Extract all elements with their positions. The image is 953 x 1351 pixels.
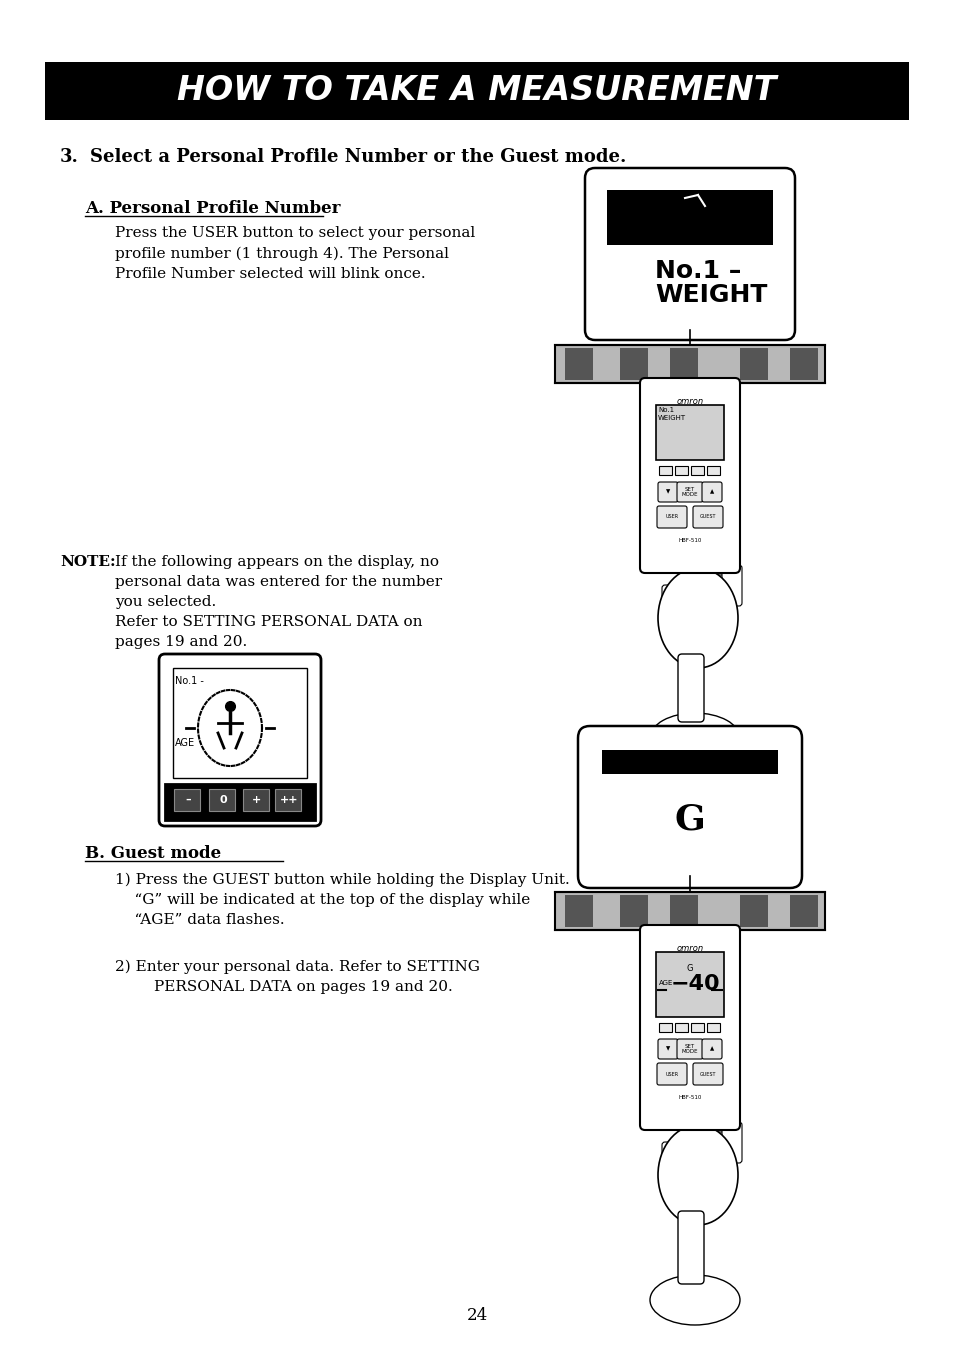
Text: ▲: ▲ — [709, 489, 714, 494]
Bar — [659, 1023, 671, 1032]
FancyBboxPatch shape — [657, 1063, 686, 1085]
Text: If the following appears on the display, no
personal data was entered for the nu: If the following appears on the display,… — [115, 555, 441, 650]
FancyBboxPatch shape — [701, 482, 721, 503]
FancyBboxPatch shape — [706, 576, 726, 631]
Text: ▲: ▲ — [709, 1047, 714, 1051]
Text: –: – — [185, 794, 191, 805]
Text: AGE: AGE — [659, 979, 673, 986]
FancyBboxPatch shape — [701, 1039, 721, 1059]
Text: AGE: AGE — [174, 738, 195, 748]
Text: SET
MODE: SET MODE — [681, 486, 698, 497]
FancyBboxPatch shape — [692, 1063, 722, 1085]
FancyBboxPatch shape — [692, 507, 722, 528]
Text: 3.: 3. — [60, 149, 79, 166]
Text: A. Personal Profile Number: A. Personal Profile Number — [85, 200, 340, 218]
Text: USER: USER — [665, 515, 678, 520]
Bar — [740, 894, 767, 927]
FancyBboxPatch shape — [677, 482, 702, 503]
Text: 24: 24 — [466, 1306, 487, 1324]
Text: WEIGHT: WEIGHT — [655, 282, 766, 307]
Bar — [45, 62, 908, 120]
Text: 2) Enter your personal data. Refer to SETTING
        PERSONAL DATA on pages 19 : 2) Enter your personal data. Refer to SE… — [115, 961, 479, 994]
Bar — [274, 789, 301, 811]
FancyBboxPatch shape — [661, 585, 681, 636]
Bar — [555, 345, 824, 382]
Bar — [669, 894, 698, 927]
FancyBboxPatch shape — [721, 1121, 741, 1163]
FancyBboxPatch shape — [639, 925, 740, 1129]
Text: B. Guest mode: B. Guest mode — [85, 844, 221, 862]
Text: G: G — [686, 965, 693, 973]
Text: No.1
WEIGHT: No.1 WEIGHT — [658, 407, 685, 422]
Ellipse shape — [658, 1125, 738, 1225]
Text: SET
MODE: SET MODE — [681, 1044, 698, 1054]
FancyBboxPatch shape — [721, 565, 741, 607]
Bar — [690, 1023, 703, 1032]
Bar — [606, 190, 772, 245]
Bar — [706, 1023, 720, 1032]
Text: Press the USER button to select your personal
profile number (1 through 4). The : Press the USER button to select your per… — [115, 226, 475, 281]
Bar — [601, 750, 778, 774]
Bar — [669, 349, 698, 380]
Text: GUEST: GUEST — [699, 515, 716, 520]
Bar — [789, 349, 817, 380]
Bar — [656, 405, 723, 459]
FancyBboxPatch shape — [658, 482, 678, 503]
Bar — [564, 349, 593, 380]
Text: ▼: ▼ — [665, 489, 669, 494]
Bar — [165, 784, 314, 820]
Text: 0: 0 — [219, 794, 227, 805]
Bar — [675, 466, 687, 476]
Bar — [209, 789, 234, 811]
Text: No.1 -: No.1 - — [174, 676, 204, 686]
Bar — [659, 466, 671, 476]
Text: No.1 –: No.1 – — [655, 259, 740, 282]
Text: Select a Personal Profile Number or the Guest mode.: Select a Personal Profile Number or the … — [90, 149, 626, 166]
Bar — [675, 1023, 687, 1032]
Text: ▼: ▼ — [665, 1047, 669, 1051]
FancyBboxPatch shape — [706, 1132, 726, 1188]
Text: HOW TO TAKE A MEASUREMENT: HOW TO TAKE A MEASUREMENT — [177, 74, 776, 108]
Text: G: G — [674, 802, 704, 836]
Bar — [619, 894, 647, 927]
Ellipse shape — [649, 1275, 740, 1325]
Text: NOTE:: NOTE: — [60, 555, 115, 569]
Bar — [740, 349, 767, 380]
Bar — [243, 789, 269, 811]
Text: ++: ++ — [279, 794, 298, 805]
Text: omron: omron — [676, 944, 702, 952]
FancyBboxPatch shape — [584, 168, 794, 340]
Text: −40: −40 — [670, 974, 720, 994]
FancyBboxPatch shape — [657, 507, 686, 528]
FancyBboxPatch shape — [159, 654, 320, 825]
FancyBboxPatch shape — [678, 1210, 703, 1283]
Bar — [690, 466, 703, 476]
FancyBboxPatch shape — [639, 378, 740, 573]
Text: USER: USER — [665, 1071, 678, 1077]
Ellipse shape — [658, 567, 738, 667]
Bar — [706, 466, 720, 476]
Text: 1) Press the GUEST button while holding the Display Unit.
    “G” will be indica: 1) Press the GUEST button while holding … — [115, 873, 569, 928]
Bar — [656, 952, 723, 1017]
FancyBboxPatch shape — [658, 1039, 678, 1059]
Bar — [173, 789, 200, 811]
Bar — [789, 894, 817, 927]
Bar — [619, 349, 647, 380]
FancyBboxPatch shape — [677, 1039, 702, 1059]
Bar — [564, 894, 593, 927]
FancyBboxPatch shape — [578, 725, 801, 888]
FancyBboxPatch shape — [678, 654, 703, 721]
Text: HBF-510: HBF-510 — [678, 538, 701, 543]
Ellipse shape — [649, 713, 740, 763]
Text: GUEST: GUEST — [699, 1071, 716, 1077]
Text: +: + — [253, 794, 261, 805]
FancyBboxPatch shape — [661, 1142, 681, 1193]
Text: omron: omron — [676, 397, 702, 407]
Bar — [555, 892, 824, 929]
Bar — [172, 667, 307, 778]
Text: HBF-510: HBF-510 — [678, 1096, 701, 1100]
